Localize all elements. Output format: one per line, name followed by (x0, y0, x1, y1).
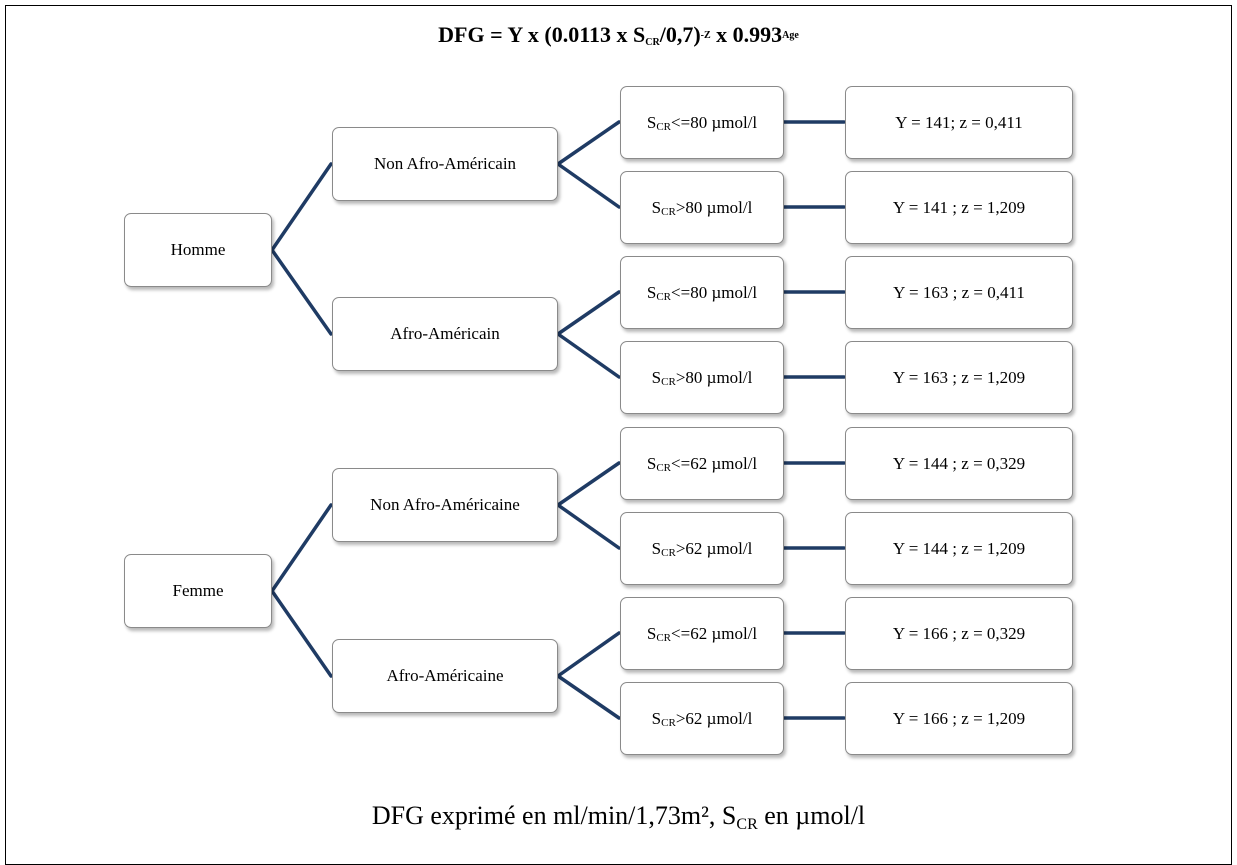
result-box: Y = 166 ; z = 1,209 (845, 682, 1073, 755)
formula-mid: /0,7) (659, 22, 701, 47)
sex-box-femme: Femme (124, 554, 272, 628)
formula-exponent-z: -Z (700, 30, 711, 41)
connector-line (270, 162, 333, 252)
result-box: Y = 141; z = 0,411 (845, 86, 1073, 159)
connector-line (556, 503, 621, 550)
formula-mid2: x 0.993 (710, 22, 783, 47)
connector-line (556, 631, 621, 678)
condition-box: S CR >62 µmol/l (620, 512, 784, 585)
result-box: Y = 166 ; z = 0,329 (845, 597, 1073, 670)
formula-subscript: CR (645, 37, 660, 48)
group-box: Non Afro-Américain (332, 127, 558, 201)
result-box: Y = 163 ; z = 0,411 (845, 256, 1073, 329)
condition-box: S CR <=62 µmol/l (620, 427, 784, 500)
result-box: Y = 144 ; z = 1,209 (845, 512, 1073, 585)
connector-line (556, 290, 621, 336)
connector-line (270, 248, 333, 336)
group-label: Non Afro-Américaine (370, 495, 520, 514)
connector-line (556, 674, 621, 720)
connector-line (270, 589, 333, 678)
connector-line (270, 503, 333, 593)
group-label: Non Afro-Américain (373, 154, 517, 173)
group-label: Afro-Américain (390, 324, 500, 343)
connector-line (556, 162, 621, 209)
group-box: Afro-Américain (332, 297, 558, 371)
group-box: Non Afro-Américaine (332, 468, 558, 542)
formula-exponent-age: Age (782, 30, 799, 41)
condition-box: S CR <=80 µmol/l (620, 86, 784, 159)
connector-line (556, 332, 621, 379)
connector-line (556, 120, 621, 166)
condition-box: S CR >62 µmol/l (620, 682, 784, 755)
formula-title: DFG = Y x (0.0113 x SCR/0,7)-Z x 0.993Ag… (0, 22, 1237, 48)
connector-line (556, 461, 621, 507)
group-box: Afro-Américaine (332, 639, 558, 713)
condition-box: S CR >80 µmol/l (620, 341, 784, 414)
condition-box: S CR <=80 µmol/l (620, 256, 784, 329)
condition-box: S CR >80 µmol/l (620, 171, 784, 244)
sex-label: Homme (170, 240, 226, 259)
result-box: Y = 163 ; z = 1,209 (845, 341, 1073, 414)
sex-box-homme: Homme (124, 213, 272, 287)
result-box: Y = 141 ; z = 1,209 (845, 171, 1073, 244)
formula-lead: DFG = Y x (0.0113 x S (438, 22, 646, 47)
group-label: Afro-Américaine (386, 666, 504, 685)
sex-label: Femme (172, 581, 224, 600)
result-box: Y = 144 ; z = 0,329 (845, 427, 1073, 500)
footnote: DFG exprimé en ml/min/1,73m², SCR en µmo… (371, 801, 866, 833)
condition-box: S CR <=62 µmol/l (620, 597, 784, 670)
